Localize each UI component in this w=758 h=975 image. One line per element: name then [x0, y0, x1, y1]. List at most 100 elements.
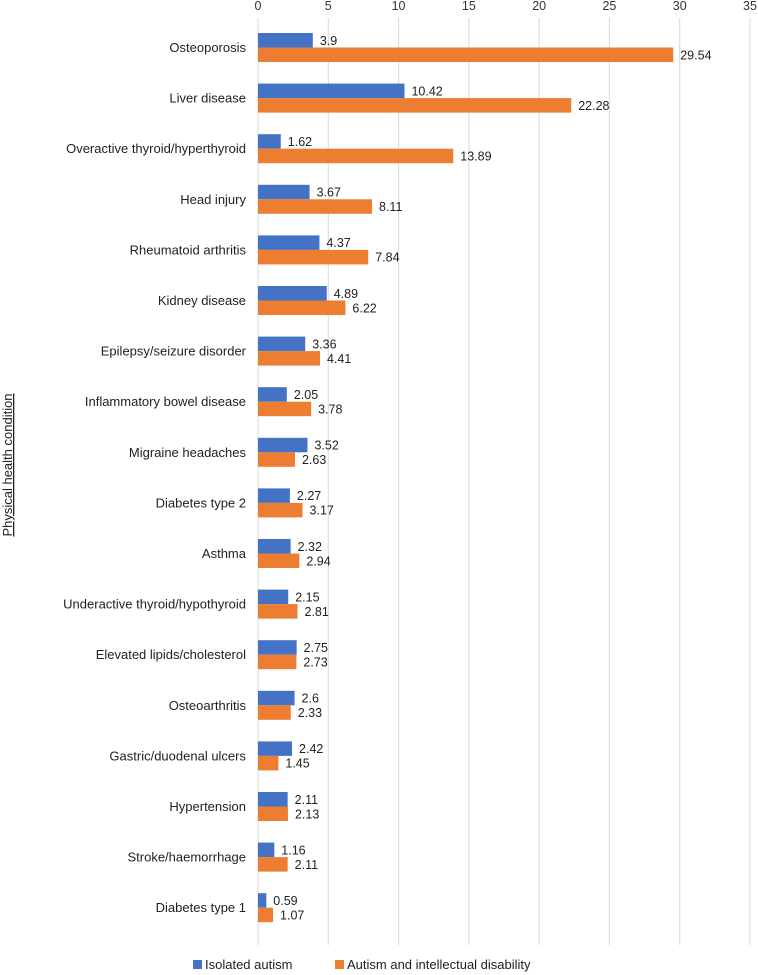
bar-autism-id-osteoporosis [258, 47, 674, 62]
value-label-isolated-autism-migraine-headaches: 3.52 [314, 439, 338, 453]
bar-isolated-autism-underactive-thyroid-hypothyroid [258, 589, 289, 605]
category-labels: Osteoporosis Liver disease Overactive thyr… [63, 40, 247, 915]
value-label-autism-id-diabetes-type-1: 1.07 [280, 908, 304, 922]
category-label-diabetes-type-2: Diabetes type 2 [156, 495, 246, 510]
value-label-autism-id-diabetes-type-2: 3.17 [310, 504, 334, 518]
value-label-autism-id-asthma: 2.94 [306, 554, 330, 568]
bar-autism-id-hypertension [258, 806, 288, 821]
value-label-isolated-autism-stroke-haemorrhage: 1.16 [281, 843, 305, 857]
bar-isolated-autism-asthma [258, 539, 291, 554]
bars [258, 33, 674, 923]
value-label-autism-id-rheumatoid-arthritis: 7.84 [375, 251, 399, 265]
y-axis-label: Physical health condition [0, 393, 15, 536]
value-label-autism-id-overactive-thyroid-hyperthyroid: 13.89 [460, 149, 491, 163]
bar-isolated-autism-epilepsy-seizure-disorder [258, 336, 306, 352]
value-label-isolated-autism-underactive-thyroid-hypothyroid: 2.15 [295, 590, 319, 604]
value-label-autism-id-head-injury: 8.11 [379, 200, 402, 214]
value-label-isolated-autism-rheumatoid-arthritis: 4.37 [326, 236, 350, 250]
legend-label-autism-intellectual-disability: Autism and intellectual disability [347, 957, 531, 972]
bar-autism-id-diabetes-type-1 [258, 907, 274, 923]
value-label-autism-id-osteoporosis: 29.54 [680, 48, 711, 62]
bar-autism-id-inflammatory-bowel-disease [258, 401, 312, 417]
category-label-hypertension: Hypertension [169, 799, 246, 814]
bar-isolated-autism-liver-disease [258, 83, 405, 99]
value-label-isolated-autism-elevated-lipids-cholesterol: 2.75 [304, 641, 328, 655]
bar-autism-id-elevated-lipids-cholesterol [258, 654, 297, 670]
x-tick-label-10: 10 [392, 0, 406, 13]
x-tick-label-5: 5 [325, 0, 332, 13]
bar-autism-id-head-injury [258, 199, 373, 214]
bar-autism-id-kidney-disease [258, 300, 346, 315]
value-label-autism-id-stroke-haemorrhage: 2.11 [295, 858, 318, 872]
x-tick-label-25: 25 [602, 0, 616, 13]
value-label-isolated-autism-inflammatory-bowel-disease: 2.05 [294, 388, 318, 402]
bar-isolated-autism-diabetes-type-2 [258, 488, 290, 503]
legend-swatch-isolated-autism [193, 960, 202, 969]
value-label-autism-id-osteoarthritis: 2.33 [298, 706, 322, 720]
bar-autism-id-osteoarthritis [258, 705, 291, 720]
value-label-isolated-autism-kidney-disease: 4.89 [334, 287, 358, 301]
category-label-migraine-headaches: Migraine headaches [129, 445, 247, 460]
category-label-rheumatoid-arthritis: Rheumatoid arthritis [130, 242, 247, 257]
bar-autism-id-overactive-thyroid-hyperthyroid [258, 148, 454, 164]
value-label-autism-id-hypertension: 2.13 [295, 807, 319, 821]
bar-isolated-autism-overactive-thyroid-hyperthyroid [258, 134, 281, 149]
gridlines [257, 18, 751, 945]
category-label-asthma: Asthma [202, 546, 247, 561]
category-label-epilepsy-seizure-disorder: Epilepsy/seizure disorder [101, 344, 247, 359]
bar-autism-id-gastric-duodenal-ulcers [258, 755, 279, 771]
bar-isolated-autism-gastric-duodenal-ulcers [258, 741, 293, 756]
value-label-isolated-autism-overactive-thyroid-hyperthyroid: 1.62 [288, 135, 312, 149]
category-label-stroke-haemorrhage: Stroke/haemorrhage [127, 850, 246, 865]
x-axis-ticks: 0 5 10 15 20 25 30 35 [255, 0, 757, 13]
category-label-elevated-lipids-cholesterol: Elevated lipids/cholesterol [96, 647, 246, 662]
value-label-autism-id-epilepsy-seizure-disorder: 4.41 [327, 352, 351, 366]
value-label-isolated-autism-osteoarthritis: 2.6 [302, 692, 319, 706]
category-label-osteoarthritis: Osteoarthritis [169, 698, 247, 713]
bar-isolated-autism-stroke-haemorrhage [258, 842, 275, 858]
bar-isolated-autism-head-injury [258, 184, 310, 200]
value-label-isolated-autism-epilepsy-seizure-disorder: 3.36 [312, 337, 336, 351]
category-label-liver-disease: Liver disease [169, 91, 246, 106]
value-label-isolated-autism-hypertension: 2.11 [295, 793, 318, 807]
category-label-kidney-disease: Kidney disease [158, 293, 246, 308]
bar-autism-id-rheumatoid-arthritis [258, 249, 369, 265]
value-label-isolated-autism-gastric-duodenal-ulcers: 2.42 [299, 742, 323, 756]
value-label-autism-id-underactive-thyroid-hypothyroid: 2.81 [305, 605, 329, 619]
value-label-isolated-autism-asthma: 2.32 [298, 540, 322, 554]
category-label-inflammatory-bowel-disease: Inflammatory bowel disease [85, 394, 246, 409]
bar-isolated-autism-osteoporosis [258, 33, 313, 48]
category-label-head-injury: Head injury [180, 192, 246, 207]
category-label-diabetes-type-1: Diabetes type 1 [156, 900, 246, 915]
category-label-underactive-thyroid-hypothyroid: Underactive thyroid/hypothyroid [63, 597, 246, 612]
value-label-isolated-autism-head-injury: 3.67 [317, 186, 341, 200]
category-label-osteoporosis: Osteoporosis [169, 40, 246, 55]
category-label-overactive-thyroid-hyperthyroid: Overactive thyroid/hyperthyroid [66, 141, 246, 156]
bar-isolated-autism-migraine-headaches [258, 437, 308, 453]
value-label-isolated-autism-liver-disease: 10.42 [411, 84, 442, 98]
value-label-autism-id-inflammatory-bowel-disease: 3.78 [318, 402, 342, 416]
value-labels: 3.9 29.54 10.42 22.28 1.62 13.89 3.67 8.11 4.37 7… [273, 34, 711, 923]
x-tick-label-20: 20 [532, 0, 546, 13]
bar-isolated-autism-diabetes-type-1 [258, 893, 267, 908]
bar-isolated-autism-kidney-disease [258, 286, 327, 301]
value-label-autism-id-kidney-disease: 6.22 [352, 301, 376, 315]
bar-autism-id-migraine-headaches [258, 452, 295, 467]
value-label-autism-id-gastric-duodenal-ulcers: 1.45 [285, 757, 309, 771]
bar-autism-id-asthma [258, 553, 300, 568]
legend-label-isolated-autism: Isolated autism [205, 957, 292, 972]
bar-autism-id-epilepsy-seizure-disorder [258, 351, 320, 366]
value-label-isolated-autism-diabetes-type-2: 2.27 [297, 489, 321, 503]
bar-isolated-autism-inflammatory-bowel-disease [258, 387, 287, 402]
legend: Isolated autism Autism and intellectual … [193, 957, 531, 972]
bar-isolated-autism-osteoarthritis [258, 690, 295, 706]
bar-isolated-autism-rheumatoid-arthritis [258, 235, 320, 250]
legend-swatch-autism-intellectual-disability [335, 960, 344, 969]
bar-autism-id-stroke-haemorrhage [258, 857, 288, 872]
value-label-isolated-autism-osteoporosis: 3.9 [320, 34, 337, 48]
bar-autism-id-underactive-thyroid-hypothyroid [258, 604, 298, 619]
x-tick-label-30: 30 [673, 0, 687, 13]
bar-isolated-autism-hypertension [258, 792, 288, 807]
x-tick-label-35: 35 [743, 0, 757, 13]
